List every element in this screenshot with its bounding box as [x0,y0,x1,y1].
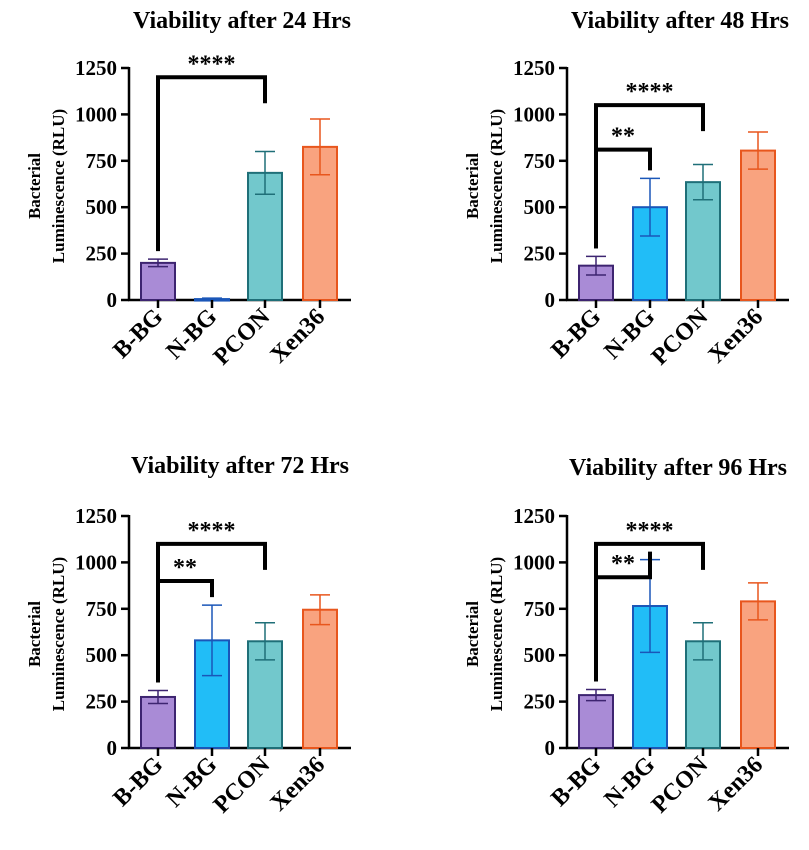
y-tick-label: 0 [107,736,118,760]
x-tick-label: B-BG [546,752,606,812]
y-tick-label: 250 [524,242,556,266]
chart-title: Viability after 72 Hrs [131,453,349,479]
y-tick-label: 0 [545,736,556,760]
y-axis-label-line1: Bacterial [463,601,482,667]
y-tick-label: 1000 [513,102,555,126]
y-tick-label: 250 [524,690,556,714]
x-tick-label: PCON [647,303,714,370]
chart-title: Viability after 48 Hrs [571,8,789,34]
y-tick-label: 750 [86,597,118,621]
y-tick-label: 1000 [513,550,555,574]
x-tick-label: B-BG [546,304,606,364]
bar-xen36 [740,149,776,301]
y-axis-label-line1: Bacterial [25,601,44,667]
significance-bracket [156,578,214,683]
x-tick-label: B-BG [108,752,168,812]
significance-label: **** [626,79,674,105]
significance-bracket [594,147,652,249]
chart-panel: Viability after 24 Hrs Bacterial Luminesce… [25,8,351,370]
chart-title: Viability after 24 Hrs [133,8,351,34]
significance-bracket [156,75,267,252]
bar-b-bg [140,261,176,302]
y-tick-label: 1250 [75,56,117,80]
y-axis-label-line2: Luminescence (RLU) [49,557,68,711]
bar-b-bg [140,695,176,750]
x-tick-label: PCON [209,303,276,370]
y-axis-label-line1: Bacterial [25,153,44,219]
y-tick-label: 1000 [75,102,117,126]
bar-b-bg [578,694,614,750]
x-tick-label: B-BG [108,304,168,364]
x-tick-label: PCON [647,751,714,818]
significance-label: **** [188,518,236,544]
significance-bracket [594,551,652,682]
significance-label: **** [188,51,236,77]
y-axis-label-line2: Luminescence (RLU) [487,557,506,711]
y-tick-label: 500 [86,195,118,219]
y-axis-label-line2: Luminescence (RLU) [49,109,68,263]
y-tick-label: 500 [524,195,556,219]
y-tick-label: 750 [524,597,556,621]
y-tick-label: 0 [545,288,556,312]
significance-label: ** [611,551,635,577]
bar-xen36 [740,600,776,749]
x-tick-label: PCON [209,751,276,818]
chart-panel: Viability after 96 Hrs Bacterial Luminesce… [463,455,789,818]
x-tick-label: Xen36 [704,304,769,369]
chart-title: Viability after 96 Hrs [569,455,787,481]
y-tick-label: 250 [86,690,118,714]
y-tick-label: 500 [524,643,556,667]
y-axis-label-line2: Luminescence (RLU) [487,109,506,263]
y-tick-label: 750 [86,149,118,173]
y-tick-label: 1250 [513,56,555,80]
y-tick-label: 250 [86,242,118,266]
significance-label: ** [611,124,635,150]
bar-xen36 [302,608,338,750]
y-tick-label: 500 [86,643,118,667]
y-tick-label: 1250 [513,504,555,528]
x-tick-label: Xen36 [266,304,331,369]
chart-panel: Viability after 48 Hrs Bacterial Luminesce… [463,8,789,370]
chart-panel: Viability after 72 Hrs Bacterial Luminesce… [25,453,351,818]
significance-label: **** [626,518,674,544]
y-tick-label: 750 [524,149,556,173]
y-tick-label: 1000 [75,550,117,574]
y-tick-label: 1250 [75,504,117,528]
y-tick-label: 0 [107,288,118,312]
y-axis-label-line1: Bacterial [463,153,482,219]
x-tick-label: Xen36 [704,752,769,817]
significance-label: ** [173,555,197,581]
x-tick-label: Xen36 [266,752,331,817]
